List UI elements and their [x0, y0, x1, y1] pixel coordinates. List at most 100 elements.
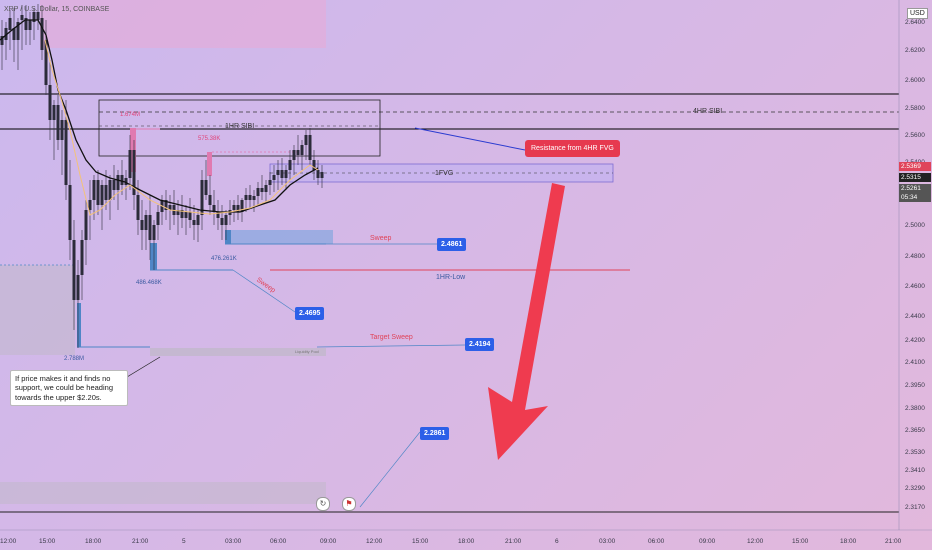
price-tick: 2.4100: [905, 359, 925, 366]
price-tick: 2.4400: [905, 313, 925, 320]
time-tick: 6: [555, 538, 559, 545]
candle-body: [260, 188, 264, 192]
price-tick: 2.6200: [905, 47, 925, 54]
down-arrow-icon: [488, 183, 565, 460]
time-tick: 18:00: [840, 538, 857, 545]
sweep-label: Sweep: [370, 235, 392, 242]
candle-body: [220, 218, 224, 225]
candle-body: [192, 220, 196, 225]
candle-body: [252, 196, 256, 200]
candle-body: [92, 180, 96, 200]
candle-body: [208, 195, 212, 205]
price-marker-gray: 2.5261: [899, 184, 931, 193]
candle-body: [288, 160, 292, 170]
candle-body: [276, 170, 280, 175]
price-marker-red: 2.5369: [899, 162, 931, 171]
price-tick: 2.3290: [905, 485, 925, 492]
price-tick: 2.5000: [905, 222, 925, 229]
candle-body: [0, 36, 4, 45]
time-tick: 18:00: [85, 538, 102, 545]
candle-body: [80, 240, 84, 275]
candle-body: [132, 150, 136, 195]
liquidity-pool-zone: [150, 348, 326, 356]
price-tick: 2.4600: [905, 283, 925, 290]
replay-icon[interactable]: ↻: [316, 497, 330, 511]
candle-body: [268, 180, 272, 185]
candle-body: [256, 188, 260, 196]
candle-body: [244, 195, 248, 200]
target-sweep-label: Target Sweep: [370, 334, 413, 341]
price-tag[interactable]: 2.2861: [420, 427, 450, 440]
time-tick: 5: [182, 538, 186, 545]
candle-body: [104, 185, 108, 200]
candle-body: [312, 160, 316, 170]
time-tick: 09:00: [699, 538, 716, 545]
candle-body: [68, 185, 72, 240]
resistance-callout: Resistance from 4HR FVG: [525, 140, 620, 157]
price-tick: 2.3650: [905, 427, 925, 434]
time-tick: 06:00: [648, 538, 665, 545]
candle-body: [320, 172, 324, 178]
time-tick: 09:00: [320, 538, 337, 545]
currency-label[interactable]: USD: [907, 8, 928, 19]
price-tag[interactable]: 2.4695: [295, 307, 325, 320]
candle-body: [28, 20, 32, 30]
volume-label: 486.468K: [136, 280, 162, 286]
price-tick: 2.4200: [905, 337, 925, 344]
candle-body: [76, 275, 80, 300]
price-tag[interactable]: 2.4861: [437, 238, 467, 251]
price-tick: 2.3170: [905, 504, 925, 511]
candle-body: [180, 210, 184, 218]
price-tick: 2.4800: [905, 253, 925, 260]
candle-body: [52, 105, 56, 120]
price-marker-current: 2.5315: [899, 173, 931, 182]
hr4-sibi-label: 4HR SIBI: [693, 108, 723, 115]
candle-body: [32, 12, 36, 22]
candle-body: [216, 212, 220, 218]
candle-body: [20, 15, 24, 20]
liquidity-pool-label: Liquidity Pool: [295, 349, 319, 354]
candle-body: [36, 12, 40, 20]
price-tag[interactable]: 2.4194: [465, 338, 495, 351]
candle-body: [292, 150, 296, 160]
candle-body: [12, 28, 16, 40]
candle-body: [316, 170, 320, 178]
chart-title: XRP / U.S. Dollar, 15, COINBASE: [4, 6, 110, 13]
candle-body: [296, 150, 300, 155]
demand-zone-bottom: [0, 482, 326, 504]
candle-body: [200, 180, 204, 215]
candle-body: [248, 195, 252, 200]
candle-body: [24, 18, 28, 30]
time-tick: 21:00: [132, 538, 149, 545]
candle-body: [72, 240, 76, 300]
flag-icon[interactable]: ⚑: [342, 497, 356, 511]
candle-body: [164, 200, 168, 210]
candle-body: [40, 18, 44, 50]
candle-body: [124, 178, 128, 185]
candle-body: [188, 212, 192, 220]
candle-body: [96, 180, 100, 205]
time-tick: 15:00: [792, 538, 809, 545]
candle-body: [128, 150, 132, 178]
candle-body: [56, 105, 60, 140]
supply-zone-top: [40, 0, 326, 48]
volume-label: 2.788M: [64, 356, 85, 362]
price-tick: 2.3410: [905, 467, 925, 474]
candle-body: [84, 210, 88, 240]
candle-body: [284, 170, 288, 178]
time-tick: 03:00: [225, 538, 242, 545]
time-tick: 12:00: [747, 538, 764, 545]
time-tick: 21:00: [885, 538, 902, 545]
candle-body: [148, 215, 152, 240]
candle-body: [240, 200, 244, 212]
price-tick: 2.3800: [905, 405, 925, 412]
time-tick: 12:00: [366, 538, 383, 545]
candle-body: [204, 180, 208, 195]
candle-body: [136, 195, 140, 220]
time-tick: 06:00: [270, 538, 287, 545]
candle-body: [304, 135, 308, 145]
candle-body: [272, 175, 276, 180]
candle-body: [8, 18, 12, 30]
candlestick-series: [0, 4, 324, 348]
